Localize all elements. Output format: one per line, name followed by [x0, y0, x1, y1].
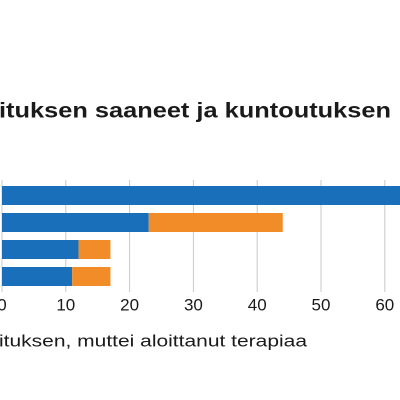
x-tick-label: 40 [248, 295, 267, 314]
x-tick-label: 50 [312, 295, 331, 314]
x-tick-label: 10 [56, 295, 75, 314]
bar-segment [2, 186, 400, 205]
x-tick-label: 60 [375, 295, 394, 314]
bar-segment [78, 240, 111, 259]
bar-segment [2, 267, 73, 286]
bar-segment [148, 213, 283, 232]
x-tick-label: 20 [120, 295, 139, 314]
x-tick-label: 30 [184, 295, 203, 314]
chart-title: ituksen saaneet ja kuntoutuksen [0, 100, 391, 123]
bar-segment [72, 267, 111, 286]
bar-segment [2, 240, 79, 259]
legend-label: ituksen, muttei aloittanut terapiaa [0, 331, 308, 350]
x-tick-label: 0 [0, 295, 7, 314]
bar-segment [2, 213, 149, 232]
